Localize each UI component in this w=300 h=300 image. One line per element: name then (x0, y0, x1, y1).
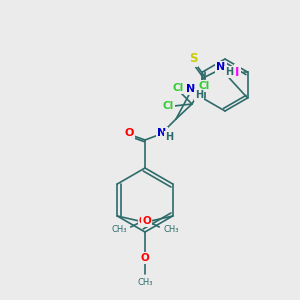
Text: CH₃: CH₃ (163, 226, 179, 235)
Text: H: H (195, 90, 203, 100)
Text: H: H (165, 132, 173, 142)
Text: N: N (158, 128, 166, 138)
Text: H: H (225, 67, 233, 77)
Text: O: O (139, 216, 148, 226)
Text: Cl: Cl (172, 83, 184, 93)
Text: Cl: Cl (162, 101, 174, 111)
Text: O: O (124, 128, 134, 138)
Text: Cl: Cl (198, 81, 210, 91)
Text: I: I (235, 65, 240, 79)
Text: O: O (142, 216, 151, 226)
Text: CH₃: CH₃ (137, 278, 153, 287)
Text: CH₃: CH₃ (111, 226, 127, 235)
Text: S: S (189, 52, 197, 65)
Text: N: N (216, 62, 226, 72)
Text: O: O (141, 253, 149, 263)
Text: N: N (186, 84, 196, 94)
